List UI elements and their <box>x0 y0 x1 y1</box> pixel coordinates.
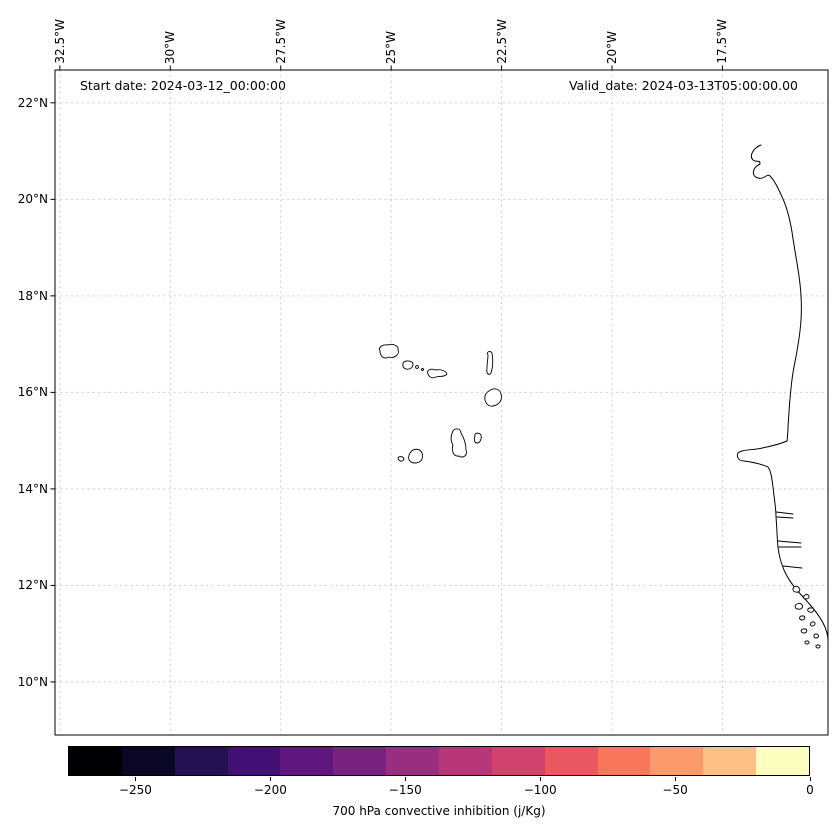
colorbar-tick <box>270 777 272 781</box>
bijagos-islands <box>792 585 821 649</box>
colorbar-tick-label: −200 <box>253 783 287 797</box>
colorbar-segment <box>544 747 598 775</box>
lat-tick-label: 20°N <box>17 192 48 207</box>
gridlines <box>55 70 828 735</box>
lon-tick-label: 25°W <box>384 30 399 64</box>
colorbar-tick <box>135 777 137 781</box>
colorbar-tick-label: −50 <box>662 783 688 797</box>
colorbar-segment <box>703 747 757 775</box>
colorbar-segment <box>174 747 228 775</box>
lon-tick-label: 20°W <box>604 30 619 64</box>
colorbar-segment <box>491 747 545 775</box>
colorbar-segment <box>756 747 810 775</box>
lat-tick-label: 12°N <box>17 578 48 593</box>
colorbar-segment <box>650 747 704 775</box>
valid-date-label: Valid_date: 2024-03-13T05:00:00.00 <box>568 78 798 93</box>
lat-tick-label: 22°N <box>17 95 48 110</box>
islet-icon <box>415 365 419 369</box>
colorbar-segment <box>597 747 651 775</box>
lat-tick-label: 14°N <box>17 481 48 496</box>
cape-verde-islands <box>379 343 502 464</box>
colorbar-segment <box>227 747 281 775</box>
colorbar-segment <box>280 747 334 775</box>
colorbar-tick <box>810 777 811 781</box>
plot-border <box>54 69 829 736</box>
colorbar-tick-label: −100 <box>523 783 557 797</box>
lon-tick-label: 22.5°W <box>494 19 509 64</box>
coastlines <box>379 144 828 649</box>
islet-icon <box>421 368 424 371</box>
axis-ticks <box>50 65 723 683</box>
lon-tick-label: 30°W <box>163 30 178 64</box>
river-estuaries <box>775 511 803 569</box>
colorbar-tick-label: −150 <box>388 783 422 797</box>
colorbar-segment <box>69 747 122 775</box>
lon-tick-label: 17.5°W <box>715 19 730 64</box>
colorbar-tick <box>540 777 542 781</box>
colorbar-segment <box>439 747 492 775</box>
colorbar-tick-label: −250 <box>118 783 152 797</box>
lat-tick-label: 18°N <box>17 288 48 303</box>
colorbar-segment <box>121 747 175 775</box>
lon-tick-label: 27.5°W <box>273 19 288 64</box>
lon-tick-label: 32.5°W <box>52 19 67 64</box>
colorbar-title: 700 hPa convective inhibition (j/Kg) <box>332 804 546 818</box>
colorbar-tick <box>405 777 407 781</box>
lat-tick-label: 16°N <box>17 385 48 400</box>
colorbar <box>68 746 810 776</box>
colorbar-segment <box>386 747 440 775</box>
africa-coastline <box>736 144 828 642</box>
start-date-label: Start date: 2024-03-12_00:00:00 <box>80 78 286 93</box>
lat-tick-label: 10°N <box>17 674 48 689</box>
colorbar-tick <box>675 777 677 781</box>
colorbar-segment <box>333 747 387 775</box>
colorbar-tick-label: 0 <box>806 783 814 797</box>
